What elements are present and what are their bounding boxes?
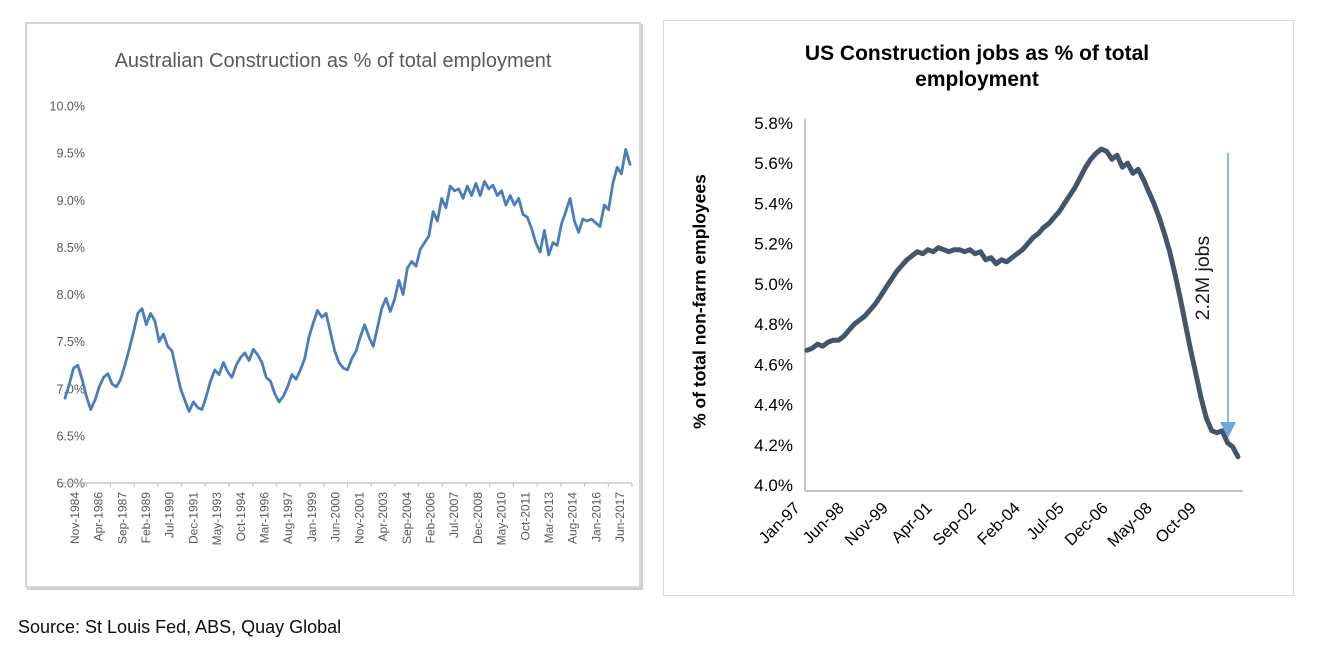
- us-y-tick-label: 4.2%: [754, 436, 793, 455]
- us-y-tick-label: 5.0%: [754, 275, 793, 294]
- au-x-tick-label: Mar-2013: [542, 492, 556, 544]
- au-x-tick-label: Jun-2000: [329, 492, 343, 542]
- jobs-lost-annotation: 2.2M jobs: [1192, 235, 1214, 320]
- us-y-tick-label: 4.6%: [754, 355, 793, 374]
- us-chart-card: US Construction jobs as % of total emplo…: [663, 20, 1294, 596]
- australian-chart-card: Australian Construction as % of total em…: [25, 22, 641, 588]
- au-x-tick-label: Apr-1986: [92, 492, 106, 542]
- us-x-tick-label: Jan-97: [755, 499, 803, 547]
- au-x-tick-label: Jul-1990: [163, 492, 177, 538]
- us-y-tick-label: 4.4%: [754, 396, 793, 415]
- us-x-tick-label: May-08: [1104, 499, 1156, 551]
- au-x-tick-label: Aug-1997: [281, 492, 295, 544]
- us-y-tick-label: 4.0%: [754, 476, 793, 495]
- au-y-tick-label: 8.0%: [57, 288, 86, 302]
- us-y-tick-label: 4.8%: [754, 315, 793, 334]
- au-x-tick-label: Oct-1994: [234, 492, 248, 542]
- au-y-tick-label: 7.0%: [57, 382, 86, 396]
- us-y-tick-label: 5.6%: [754, 154, 793, 173]
- us-x-tick-label: Feb-04: [974, 499, 1024, 549]
- australian-line-chart: 10.0%9.5%9.0%8.5%8.0%7.5%7.0%6.5%6.0%Nov…: [50, 100, 633, 546]
- au-y-tick-label: 7.5%: [57, 335, 86, 349]
- us-y-tick-label: 5.8%: [754, 114, 793, 133]
- us-x-tick-label: Dec-06: [1061, 499, 1111, 549]
- au-x-tick-label: Nov-1984: [68, 492, 82, 544]
- au-x-tick-label: Jul-2007: [447, 492, 461, 538]
- us-x-tick-label: Jun-98: [799, 499, 847, 547]
- us-y-tick-label: 5.4%: [754, 194, 793, 213]
- au-x-tick-label: Sep-2004: [400, 492, 414, 544]
- us-series-line: [804, 146, 1241, 460]
- au-y-tick-label: 6.5%: [57, 429, 86, 443]
- au-x-tick-label: Dec-2008: [471, 492, 485, 544]
- au-x-tick-label: Feb-1989: [139, 492, 153, 544]
- au-y-tick-label: 8.5%: [57, 241, 86, 255]
- us-y-tick-label: 5.2%: [754, 235, 793, 254]
- us-chart-title: US Construction jobs as % of total emplo…: [804, 42, 1150, 92]
- au-series-line: [63, 148, 632, 413]
- au-x-tick-label: May-1993: [210, 492, 224, 546]
- us-line-chart: 5.8% 5.6% 5.4% 5.2% 5.0% 4.8% 4.6% 4.4% 4.2% 4.0%…: [754, 114, 1243, 551]
- australian-chart-title: Australian Construction as % of total em…: [114, 50, 552, 72]
- au-x-tick-label: Oct-2011: [518, 492, 532, 541]
- us-x-tick-label: Apr-01: [888, 499, 936, 547]
- au-x-tick-label: Sep-1987: [115, 492, 129, 544]
- au-x-tick-label: May-2010: [495, 492, 509, 546]
- us-x-tick-label: Oct-09: [1152, 499, 1200, 547]
- source-attribution: Source: St Louis Fed, ABS, Quay Global: [18, 617, 342, 637]
- au-x-tick-label: Mar-1996: [258, 492, 272, 544]
- au-x-tick-label: Apr-2003: [376, 492, 390, 542]
- jobs-lost-arrow-head: [1220, 422, 1236, 438]
- au-x-tick-label: Dec-1991: [186, 492, 200, 544]
- au-x-tick-label: Feb-2006: [423, 492, 437, 544]
- au-x-tick-label: Nov-2001: [352, 492, 366, 544]
- au-y-tick-label: 10.0%: [50, 100, 85, 114]
- au-x-tick-label: Jan-2016: [589, 492, 603, 542]
- au-x-tick-label: Jan-1999: [305, 492, 319, 542]
- us-x-tick-label: Nov-99: [841, 499, 891, 549]
- au-y-tick-label: 9.0%: [57, 194, 86, 208]
- au-x-tick-label: Jun-2017: [613, 492, 627, 542]
- au-x-tick-label: Aug-2014: [566, 492, 580, 544]
- au-y-tick-label: 9.5%: [57, 147, 86, 161]
- us-x-tick-label: Sep-02: [929, 499, 979, 549]
